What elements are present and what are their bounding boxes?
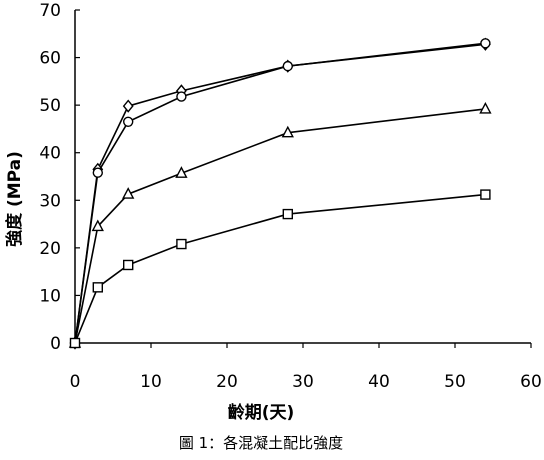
y-tick-label: 40	[39, 144, 61, 164]
x-tick-label: 30	[292, 372, 314, 392]
data-point	[479, 101, 492, 114]
figure-caption: 圖 1：各混凝土配比強度	[179, 434, 343, 452]
y-tick-label: 60	[39, 49, 61, 69]
data-point	[122, 99, 134, 113]
series-diamond	[69, 37, 491, 350]
x-tick-label: 20	[216, 372, 238, 392]
series-triangle	[68, 101, 492, 348]
data-point	[122, 259, 134, 271]
x-tick-label: 0	[70, 372, 81, 392]
data-point	[122, 116, 134, 127]
data-point	[282, 208, 293, 220]
data-point	[480, 189, 491, 200]
x-axis: 0 10 20 30 40 50 60	[70, 343, 542, 392]
x-tick-label: 10	[140, 372, 162, 392]
x-tick-label: 40	[368, 372, 390, 392]
y-axis: 0 10 20 30 40 50 60 70	[39, 1, 80, 354]
y-axis-label: 強度 (MPa)	[4, 151, 25, 247]
y-tick-label: 50	[39, 96, 61, 116]
data-point	[91, 219, 104, 232]
x-axis-label: 齡期(天)	[228, 402, 295, 423]
series-line	[74, 193, 486, 344]
data-point	[122, 187, 135, 199]
y-tick-label: 10	[39, 286, 61, 306]
plot-frame	[74, 10, 531, 344]
data-point	[175, 166, 188, 178]
y-tick-label: 20	[39, 239, 61, 259]
data-point	[69, 337, 81, 349]
series-line	[74, 108, 486, 344]
series-line	[74, 43, 486, 344]
data-point	[282, 60, 293, 72]
y-tick-label: 30	[39, 191, 61, 211]
data-point	[92, 167, 104, 178]
y-tick-label: 70	[39, 1, 61, 21]
series-square	[69, 189, 491, 349]
data-point	[281, 125, 294, 138]
x-tick-label: 60	[520, 372, 542, 392]
series-line	[74, 42, 486, 344]
y-tick-label: 0	[50, 334, 61, 354]
data-point	[176, 238, 187, 250]
data-point	[480, 38, 491, 49]
x-tick-label: 50	[444, 372, 466, 392]
data-point	[92, 282, 104, 293]
series-circle	[69, 38, 491, 349]
series-group	[68, 37, 492, 350]
data-point	[176, 91, 187, 102]
